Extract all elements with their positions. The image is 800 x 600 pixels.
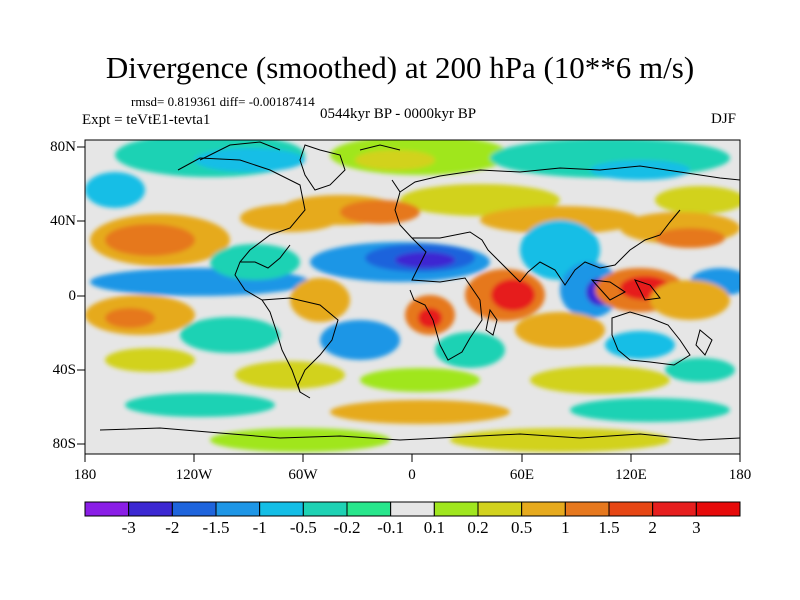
colorbar-box (652, 501, 697, 517)
colorbar-label: 0.5 (511, 518, 533, 537)
y-label-80s: 80S (52, 436, 76, 452)
map-field (85, 140, 740, 454)
x-label-60w: 60W (288, 467, 318, 483)
season-label: DJF (711, 111, 737, 127)
time-period-label: 0544kyr BP - 0000kyr BP (320, 106, 477, 122)
colorbar-box (302, 501, 348, 517)
colorbar-label: -3 (121, 518, 136, 537)
colorbar-label: 1 (561, 518, 570, 537)
x-label-180w: 180 (73, 467, 97, 483)
x-label-120w: 120W (175, 467, 213, 483)
colorbar-label: -0.2 (333, 518, 361, 537)
colorbar-box (171, 501, 217, 517)
colorbar-label: -1.5 (202, 518, 230, 537)
colorbar-label: 0.1 (423, 518, 445, 537)
colorbar-box (390, 501, 435, 517)
y-label-80n: 80N (50, 139, 76, 155)
y-label-40n: 40N (50, 213, 76, 229)
colorbar-box (346, 501, 392, 517)
y-label-0: 0 (68, 288, 77, 304)
colorbar-box (477, 501, 523, 517)
x-label-120e: 120E (615, 467, 647, 483)
colorbar-box (128, 501, 173, 517)
colorbar-box (695, 501, 741, 517)
colorbar-box (433, 501, 479, 517)
colorbar-box (84, 501, 130, 517)
x-label-180e: 180 (728, 467, 752, 483)
colorbar-box (608, 501, 654, 517)
colorbar-label: -0.5 (289, 518, 317, 537)
colorbar-label: -1 (252, 518, 267, 537)
colorbar-label: 3 (692, 518, 701, 537)
colorbar (84, 501, 741, 517)
map-title: Divergence (smoothed) at 200 hPa (10**6 … (105, 50, 695, 85)
colorbar-box (215, 501, 261, 517)
colorbar-label: 0.2 (467, 518, 489, 537)
colorbar-box (259, 501, 304, 517)
experiment-label: Expt = teVtE1-tevta1 (82, 112, 211, 128)
colorbar-label: 2 (648, 518, 657, 537)
colorbar-label: 1.5 (598, 518, 620, 537)
axis-ticks (77, 146, 741, 462)
colorbar-box (564, 501, 610, 517)
coastlines (99, 141, 740, 441)
rmsd-diff-stats: rmsd= 0.819361 diff= -0.00187414 (131, 94, 315, 109)
x-label-0: 0 (408, 467, 416, 483)
colorbar-label: -2 (165, 518, 180, 537)
contour-field (85, 140, 740, 452)
x-label-60e: 60E (509, 467, 535, 483)
colorbar-box (521, 501, 566, 517)
y-label-40s: 40S (52, 362, 76, 378)
colorbar-label: -0.1 (377, 518, 405, 537)
